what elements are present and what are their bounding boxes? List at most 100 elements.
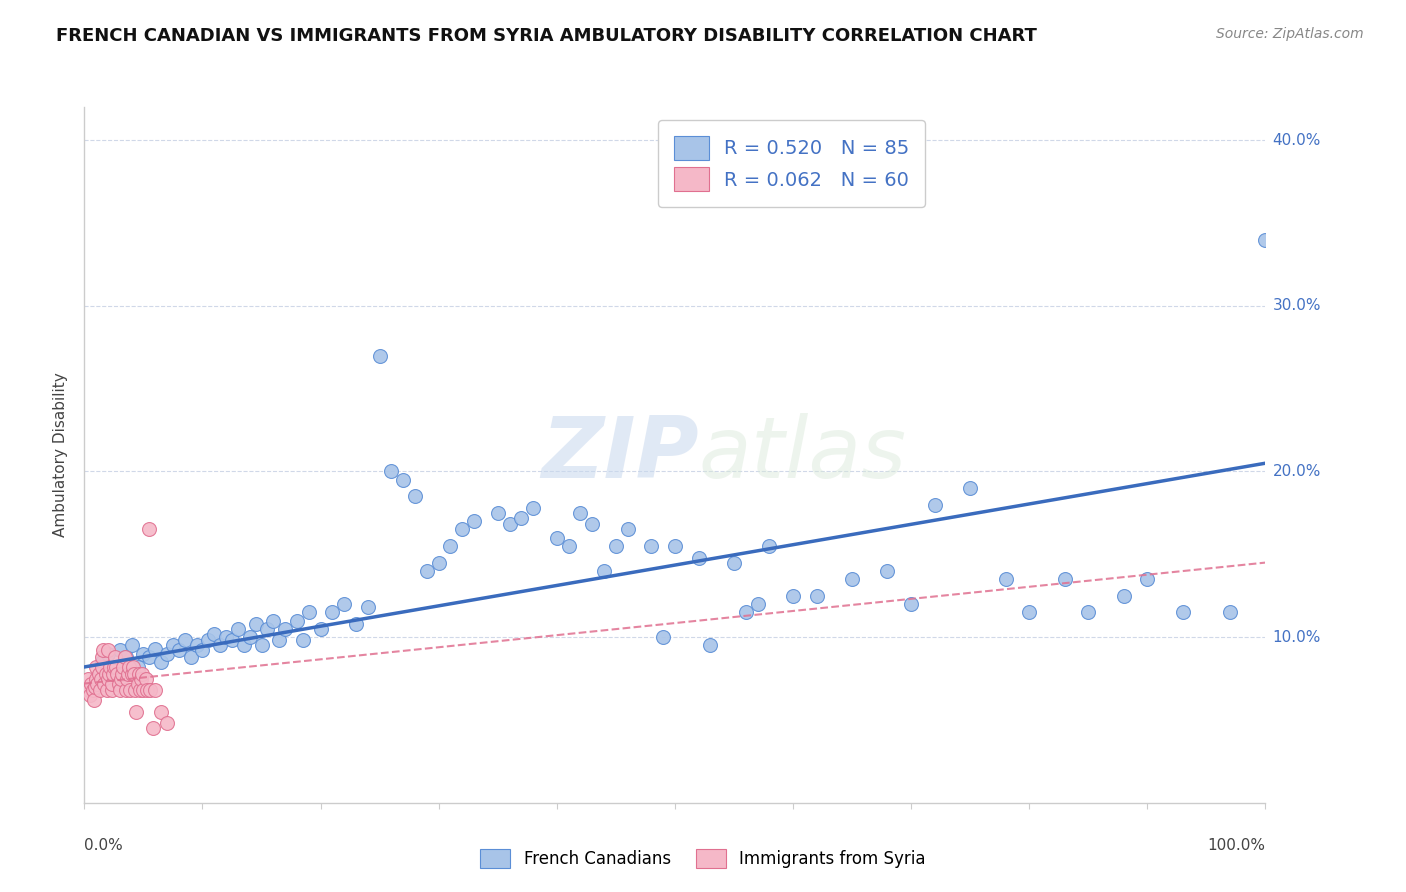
- Point: [180, 650, 202, 665]
- Point: [80, 676, 103, 690]
- Point: [128, 683, 150, 698]
- Point: [150, 705, 173, 719]
- Text: 10.0%: 10.0%: [1272, 630, 1320, 645]
- Point: [959, 481, 981, 495]
- Point: [581, 517, 603, 532]
- Point: [91, 643, 114, 657]
- Point: [77, 683, 100, 698]
- Point: [232, 639, 254, 653]
- Point: [120, 683, 142, 698]
- Legend: French Canadians, Immigrants from Syria: French Canadians, Immigrants from Syria: [474, 843, 932, 875]
- Point: [112, 660, 135, 674]
- Point: [924, 498, 946, 512]
- Text: FRENCH CANADIAN VS IMMIGRANTS FROM SYRIA AMBULATORY DISABILITY CORRELATION CHART: FRENCH CANADIAN VS IMMIGRANTS FROM SYRIA…: [56, 27, 1038, 45]
- Point: [98, 660, 121, 674]
- Point: [1171, 605, 1194, 619]
- Point: [117, 666, 139, 681]
- Point: [1136, 572, 1159, 586]
- Point: [652, 630, 675, 644]
- Point: [256, 622, 278, 636]
- Text: 0.0%: 0.0%: [84, 838, 124, 854]
- Point: [110, 672, 132, 686]
- Text: 40.0%: 40.0%: [1272, 133, 1320, 148]
- Point: [108, 683, 131, 698]
- Point: [139, 683, 162, 698]
- Text: Source: ZipAtlas.com: Source: ZipAtlas.com: [1216, 27, 1364, 41]
- Point: [104, 650, 127, 665]
- Point: [900, 597, 922, 611]
- Point: [87, 666, 110, 681]
- Point: [162, 639, 184, 653]
- Point: [97, 672, 120, 686]
- Point: [84, 672, 107, 686]
- Point: [103, 660, 125, 674]
- Point: [127, 676, 149, 690]
- Point: [640, 539, 662, 553]
- Point: [876, 564, 898, 578]
- Point: [841, 572, 863, 586]
- Point: [100, 676, 122, 690]
- Point: [143, 641, 166, 656]
- Point: [1018, 605, 1040, 619]
- Point: [380, 465, 402, 479]
- Point: [269, 633, 291, 648]
- Text: 20.0%: 20.0%: [1272, 464, 1320, 479]
- Point: [782, 589, 804, 603]
- Point: [285, 614, 308, 628]
- Point: [136, 683, 159, 698]
- Point: [688, 550, 710, 565]
- Point: [368, 349, 391, 363]
- Point: [250, 639, 273, 653]
- Point: [522, 500, 544, 515]
- Point: [245, 616, 267, 631]
- Point: [593, 564, 616, 578]
- Point: [82, 683, 104, 698]
- Point: [173, 633, 195, 648]
- Point: [108, 643, 131, 657]
- Point: [86, 676, 108, 690]
- Point: [1254, 233, 1277, 247]
- Point: [239, 630, 262, 644]
- Point: [699, 639, 721, 653]
- Point: [103, 672, 125, 686]
- Point: [616, 523, 638, 537]
- Point: [569, 506, 592, 520]
- Point: [114, 650, 136, 665]
- Point: [94, 666, 117, 681]
- Point: [128, 666, 150, 681]
- Point: [309, 622, 332, 636]
- Point: [91, 660, 114, 674]
- Point: [557, 539, 579, 553]
- Y-axis label: Ambulatory Disability: Ambulatory Disability: [53, 373, 69, 537]
- Point: [93, 676, 115, 690]
- Point: [1112, 589, 1135, 603]
- Point: [357, 600, 380, 615]
- Point: [114, 683, 136, 698]
- Point: [510, 511, 533, 525]
- Point: [122, 666, 145, 681]
- Point: [79, 688, 101, 702]
- Point: [806, 589, 828, 603]
- Point: [129, 672, 152, 686]
- Point: [274, 622, 297, 636]
- Point: [262, 614, 284, 628]
- Text: 30.0%: 30.0%: [1272, 298, 1320, 313]
- Point: [226, 622, 249, 636]
- Text: 100.0%: 100.0%: [1208, 838, 1265, 854]
- Point: [498, 517, 520, 532]
- Point: [138, 523, 160, 537]
- Point: [439, 539, 461, 553]
- Point: [344, 616, 367, 631]
- Point: [156, 647, 179, 661]
- Point: [758, 539, 780, 553]
- Text: atlas: atlas: [699, 413, 907, 497]
- Point: [392, 473, 415, 487]
- Point: [221, 633, 243, 648]
- Point: [202, 627, 225, 641]
- Point: [664, 539, 686, 553]
- Point: [298, 605, 321, 619]
- Point: [124, 683, 146, 698]
- Point: [215, 630, 238, 644]
- Point: [209, 639, 232, 653]
- Point: [115, 672, 138, 686]
